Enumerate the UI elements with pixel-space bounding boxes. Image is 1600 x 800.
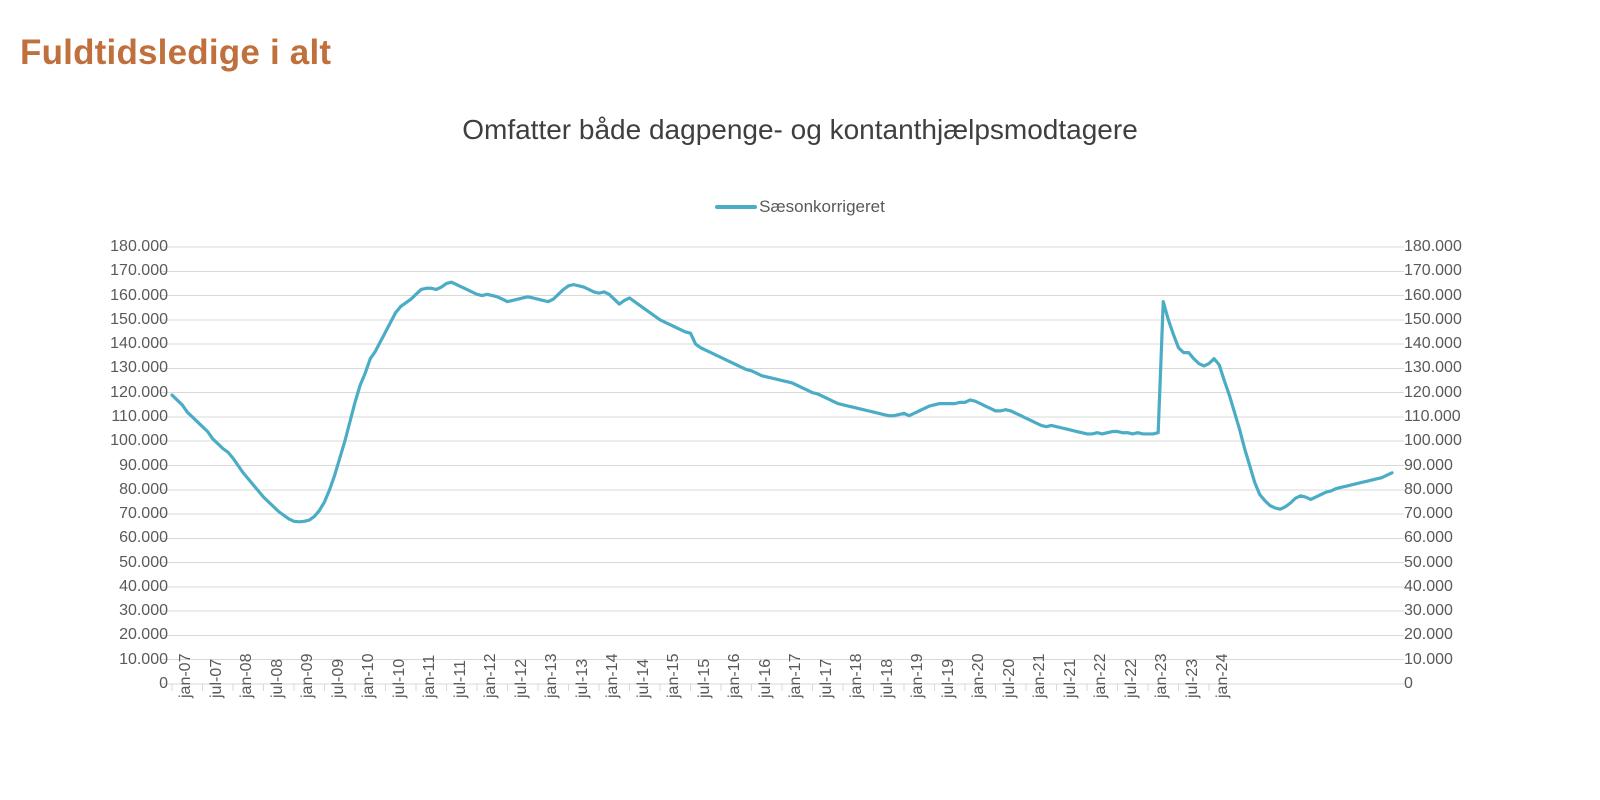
- y-tick-label-left: 180.000: [110, 238, 168, 255]
- y-tick-label-left: 100.000: [110, 432, 168, 450]
- y-tick-label-right: 130.000: [1404, 359, 1462, 377]
- y-tick-label-left: 20.000: [119, 626, 168, 644]
- y-tick-label-right: 150.000: [1404, 310, 1462, 328]
- legend-item-saesonkorrigeret[interactable]: Sæsonkorrigeret: [715, 198, 885, 215]
- chart-axis-lines: [160, 246, 1404, 691]
- y-tick-label-left: 120.000: [110, 383, 168, 401]
- y-tick-label-right: 90.000: [1404, 456, 1453, 474]
- y-tick-label-right: 40.000: [1404, 577, 1453, 595]
- chart-subtitle: Omfatter både dagpenge- og kontanthjælps…: [462, 114, 1138, 145]
- y-tick-label-left: 90.000: [119, 456, 168, 474]
- y-tick-label-right: 140.000: [1404, 335, 1462, 353]
- y-tick-label-left: 10.000: [119, 650, 168, 668]
- y-tick-label-left: 80.000: [119, 480, 168, 498]
- y-tick-label-left: 50.000: [119, 553, 168, 571]
- y-tick-label-right: 110.000: [1404, 407, 1461, 425]
- legend-line-swatch-icon: [715, 204, 758, 209]
- y-tick-label-right: 160.000: [1404, 286, 1462, 304]
- y-tick-label-left: 110.000: [111, 407, 168, 425]
- y-tick-label-right: 20.000: [1404, 626, 1453, 644]
- y-tick-label-right: 120.000: [1404, 383, 1462, 401]
- y-tick-label-left: 130.000: [110, 359, 168, 377]
- y-tick-label-right: 80.000: [1404, 480, 1453, 498]
- y-tick-label-right: 170.000: [1404, 262, 1462, 280]
- chart-legend: Sæsonkorrigeret: [0, 198, 1600, 215]
- y-tick-label-left: 160.000: [110, 286, 168, 304]
- y-tick-label-left: 70.000: [119, 505, 168, 523]
- y-tick-label-right: 0: [1404, 675, 1413, 692]
- y-tick-label-left: 30.000: [119, 602, 168, 620]
- y-tick-label-right: 180.000: [1404, 238, 1462, 255]
- y-tick-label-right: 60.000: [1404, 529, 1453, 547]
- y-tick-label-left: 170.000: [110, 262, 168, 280]
- y-tick-label-left: 150.000: [110, 310, 168, 328]
- y-tick-label-left: 60.000: [119, 529, 168, 547]
- page-title: Fuldtidsledige i alt: [20, 33, 332, 72]
- y-tick-label-right: 70.000: [1404, 505, 1453, 523]
- y-tick-label-left: 140.000: [110, 335, 168, 353]
- chart-gridlines: [172, 246, 1392, 685]
- y-tick-label-right: 10.000: [1404, 650, 1453, 668]
- y-tick-label-left: 0: [159, 675, 168, 692]
- legend-item-label: Sæsonkorrigeret: [759, 197, 885, 216]
- y-tick-label-right: 30.000: [1404, 602, 1453, 620]
- chart-series-group: [170, 280, 1394, 524]
- y-tick-label-right: 100.000: [1404, 432, 1462, 450]
- y-tick-label-right: 50.000: [1404, 553, 1453, 571]
- series-line-saesonkorrigeret: [170, 280, 1394, 524]
- y-tick-label-left: 40.000: [119, 577, 168, 595]
